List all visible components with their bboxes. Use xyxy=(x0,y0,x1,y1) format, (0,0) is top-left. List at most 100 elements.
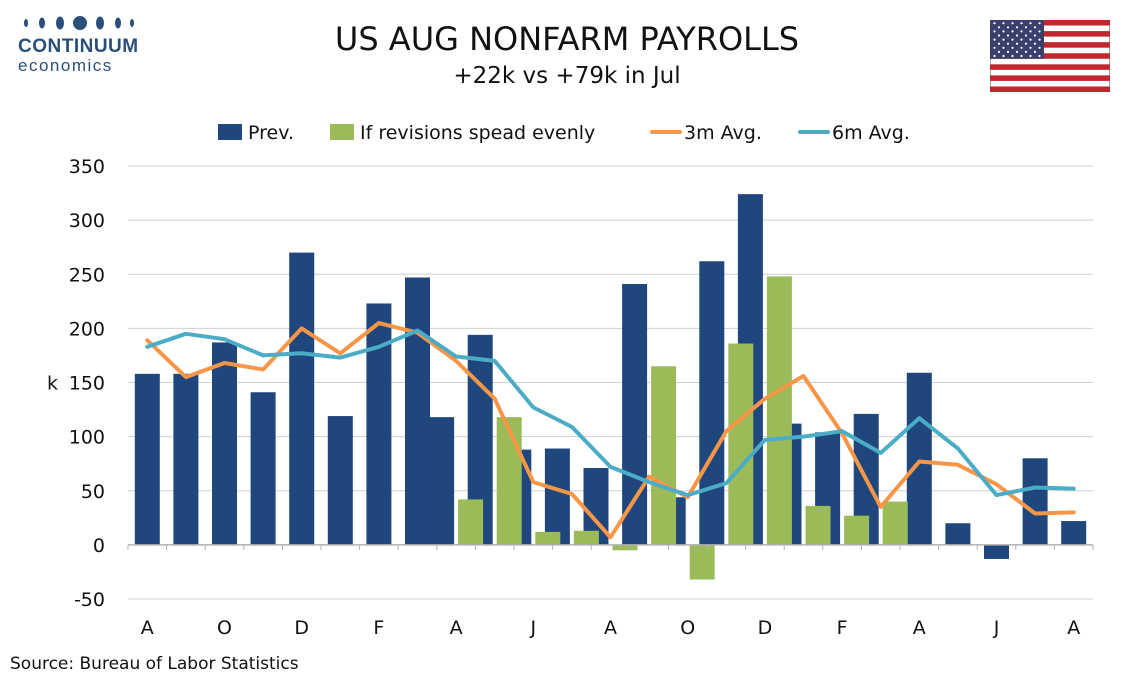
flag-star xyxy=(1020,22,1023,25)
flag-star xyxy=(993,54,996,58)
flag-star xyxy=(1006,26,1010,29)
legend-revisions-swatch xyxy=(330,124,354,140)
flag-star xyxy=(1033,50,1037,53)
bar-prev xyxy=(1022,458,1048,545)
bar-prev xyxy=(906,372,932,545)
flag-star xyxy=(1020,54,1023,58)
flag-star xyxy=(1033,26,1037,29)
line-3m-avg xyxy=(145,321,1076,540)
y-tick-label: 300 xyxy=(69,210,105,232)
flag-star xyxy=(1011,54,1014,58)
bar-prev xyxy=(544,448,570,545)
bar-revisions xyxy=(458,499,484,545)
bar-revisions xyxy=(844,515,870,545)
x-tick-label: A xyxy=(913,617,926,639)
chart-subtitle: +22k vs +79k in Jul xyxy=(453,63,681,89)
x-tick-label: A xyxy=(1067,617,1080,639)
flag-star xyxy=(1038,30,1041,33)
x-tick-label: D xyxy=(758,617,773,639)
flag-star xyxy=(1002,30,1005,33)
legend: Prev. If revisions spead evenly 3m Avg. 6m … xyxy=(218,122,910,144)
flag-star xyxy=(1002,38,1005,41)
bar-prev xyxy=(699,261,725,545)
x-tick-label: A xyxy=(141,617,154,639)
flag-star xyxy=(1002,46,1005,49)
flag-star xyxy=(1011,22,1014,25)
bar-revisions xyxy=(728,343,754,545)
flag-star xyxy=(1029,54,1032,58)
legend-revisions-label: If revisions spead evenly xyxy=(360,122,595,144)
x-tick-label: F xyxy=(837,617,848,639)
bar-prev xyxy=(1061,521,1087,545)
bar-prev xyxy=(173,373,199,545)
bar-prev xyxy=(366,303,392,545)
legend-6m-avg-label: 6m Avg. xyxy=(832,122,910,144)
bars xyxy=(134,194,1087,580)
us-flag-icon xyxy=(990,20,1110,92)
logo-dots-icon xyxy=(24,16,134,30)
flag-star xyxy=(993,38,996,41)
flag-star xyxy=(1002,54,1005,58)
bar-prev xyxy=(984,544,1009,559)
y-tick-label: 350 xyxy=(69,156,105,178)
x-tick-label: J xyxy=(529,617,536,639)
y-tick-label: 100 xyxy=(69,427,105,449)
flag-star xyxy=(1029,22,1032,25)
grid-lines xyxy=(128,165,1093,600)
brand-logo: CONTINUUM economics xyxy=(10,14,140,84)
y-tick-label: 200 xyxy=(69,318,105,340)
bar-prev xyxy=(405,277,430,545)
flag-star xyxy=(1029,38,1032,41)
flag-star xyxy=(1029,46,1032,49)
x-tick-label: A xyxy=(604,617,617,639)
flag-star xyxy=(997,26,1001,29)
legend-prev-swatch xyxy=(218,124,242,140)
bar-prev xyxy=(327,416,353,545)
flag-star xyxy=(1015,26,1019,29)
legend-3m-avg-label: 3m Avg. xyxy=(684,122,762,144)
y-tick-label: 50 xyxy=(81,481,105,503)
lines xyxy=(145,321,1076,540)
bar-revisions xyxy=(651,366,677,545)
flag-star xyxy=(1006,34,1010,37)
flag-star xyxy=(1011,30,1014,33)
flag-star xyxy=(1024,34,1028,37)
chart-title: US AUG NONFARM PAYROLLS xyxy=(334,20,800,58)
bar-revisions xyxy=(805,505,831,545)
flag-star xyxy=(993,46,996,49)
bar-revisions xyxy=(766,276,792,545)
flag-star xyxy=(1038,54,1041,58)
flag-star xyxy=(1024,42,1028,45)
flag-star xyxy=(1029,30,1032,33)
bar-revisions xyxy=(689,544,715,580)
flag-star xyxy=(997,42,1001,45)
flag-star xyxy=(1015,34,1019,37)
flag-star xyxy=(1002,22,1005,25)
flag-star xyxy=(1020,30,1023,33)
x-tick-label: O xyxy=(217,617,232,639)
bar-prev xyxy=(134,373,160,545)
x-tick-label: A xyxy=(450,617,463,639)
brand-sub: economics xyxy=(18,56,113,75)
source-note: Source: Bureau of Labor Statistics xyxy=(10,654,299,674)
flag-star xyxy=(1006,50,1010,53)
bar-revisions xyxy=(612,544,638,551)
x-tick-label: J xyxy=(993,617,1000,639)
x-tick-label: F xyxy=(373,617,384,639)
bar-prev xyxy=(622,283,648,545)
bar-prev xyxy=(945,523,971,545)
flag-star xyxy=(1033,34,1037,37)
axes: -50 0 50 100 150 200 250 300 350 k A O D F A J A O D F A J A xyxy=(47,156,1094,639)
flag-star xyxy=(1015,50,1019,53)
flag-star xyxy=(1033,42,1037,45)
bar-prev xyxy=(429,417,455,545)
y-tick-label: -50 xyxy=(74,589,105,611)
flag-star xyxy=(997,50,1001,53)
bar-prev xyxy=(212,342,237,545)
flag-star xyxy=(1020,46,1023,49)
bar-prev xyxy=(250,392,276,545)
brand-name: CONTINUUM xyxy=(18,36,139,57)
y-axis-label: k xyxy=(47,373,58,395)
x-tick-label: O xyxy=(680,617,695,639)
